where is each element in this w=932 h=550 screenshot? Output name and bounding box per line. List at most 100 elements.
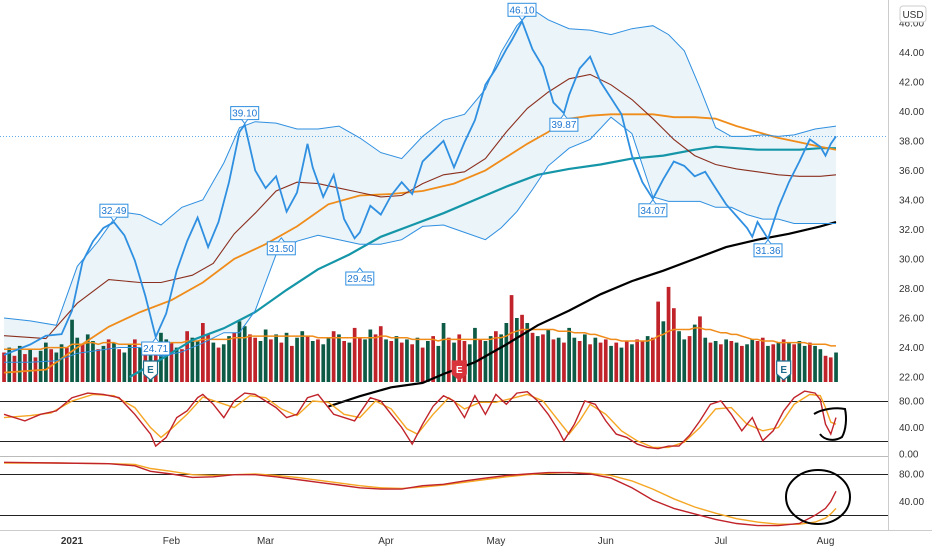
bollinger-lower-line	[4, 116, 836, 363]
price-callout: 24.71	[141, 337, 171, 356]
price-tick-label: 24.00	[899, 343, 924, 354]
oscillator-1-pane[interactable]	[0, 390, 888, 450]
volume-bar	[703, 337, 708, 382]
volume-bar	[117, 349, 121, 382]
volume-bar	[682, 339, 687, 382]
volume-bar	[415, 337, 420, 382]
volume-bar	[828, 357, 833, 382]
volume-bar	[405, 339, 409, 382]
price-callout: 34.07	[638, 199, 668, 218]
volume-bar	[562, 342, 566, 382]
volume-bar	[645, 336, 650, 382]
price-callout: 39.10	[230, 106, 260, 125]
price-callout: 32.49	[99, 203, 129, 223]
price-tick-label: 32.00	[899, 225, 924, 236]
volume-bar	[619, 347, 624, 382]
volume-bar	[692, 324, 697, 382]
volume-bar	[745, 344, 749, 382]
volume-bar	[708, 342, 713, 382]
volume-bar	[755, 341, 760, 382]
volume-bar	[253, 337, 257, 382]
volume-bar	[593, 337, 598, 382]
volume-bar	[541, 334, 545, 382]
volume-bar	[436, 345, 441, 382]
volume-bar	[535, 336, 540, 382]
volume-bar	[221, 344, 226, 382]
volume-bar	[420, 347, 425, 382]
time-tick-label: May	[486, 536, 505, 547]
volume-bar	[169, 342, 174, 382]
price-pane[interactable]: 32.49 24.71 39.10 31.50 29.45 46.10 39.87 34.07…	[0, 2, 888, 408]
oscillator-2-pane[interactable]	[0, 461, 888, 527]
earnings-marker[interactable]: E	[142, 360, 159, 381]
price-tick-label: 42.00	[899, 77, 924, 88]
volume-bar	[473, 327, 477, 382]
volume-bar	[556, 337, 561, 382]
volume-bar	[195, 341, 200, 382]
volume-bar	[211, 342, 216, 382]
volume-bar	[384, 339, 388, 382]
volume-bar	[446, 337, 451, 382]
volume-bar	[112, 342, 116, 382]
callout-label: 34.07	[640, 206, 665, 217]
price-tick-label: 30.00	[899, 254, 924, 265]
volume-bar	[640, 341, 645, 382]
price-line	[3, 19, 837, 356]
volume-bar	[190, 337, 195, 382]
volume-bar	[279, 342, 284, 382]
volume-bar	[525, 323, 530, 382]
sma-brown-line	[3, 73, 837, 340]
osc2-tick-label: 80.00	[899, 470, 924, 481]
volume-bar	[54, 352, 59, 382]
callout-label: 24.71	[143, 344, 168, 355]
volume-bar	[724, 339, 728, 382]
time-tick-label: Mar	[257, 536, 275, 547]
volume-bar	[206, 334, 210, 382]
volume-bar	[352, 327, 357, 382]
volume-bar	[347, 342, 352, 382]
volume-bar	[227, 336, 231, 382]
volume-bar	[300, 331, 305, 382]
volume-bar	[358, 337, 362, 382]
price-tick-label: 46.00	[899, 18, 924, 29]
volume-bar	[122, 352, 127, 382]
volume-bar	[635, 339, 639, 382]
price-tick-label: 44.00	[899, 48, 924, 59]
osc2-signal-line	[4, 462, 837, 525]
volume-bar	[661, 321, 666, 382]
volume-bar	[101, 345, 106, 382]
volume-bar	[729, 341, 734, 382]
annotation-hook-osc1	[813, 407, 847, 441]
volume-bar	[310, 341, 315, 382]
volume-bar	[410, 344, 414, 382]
earnings-marker[interactable]: E	[776, 360, 792, 381]
earnings-marker[interactable]: E	[451, 360, 467, 381]
volume-bar	[389, 341, 394, 382]
earnings-label: E	[147, 365, 154, 376]
callout-label: 32.49	[101, 206, 126, 217]
price-callout: 46.10	[507, 2, 537, 22]
currency-label: USD	[902, 10, 923, 21]
volume-bar	[85, 334, 90, 382]
volume-bar	[331, 331, 336, 382]
time-tick-label: Apr	[378, 536, 394, 547]
volume-bar	[258, 341, 263, 382]
time-tick-label: Jul	[715, 536, 728, 547]
volume-bar	[17, 345, 22, 382]
volume-bar	[802, 345, 807, 382]
volume-bar	[624, 341, 629, 382]
callout-label: 46.10	[509, 5, 534, 16]
volume-bar	[106, 339, 111, 382]
volume-bar	[792, 344, 796, 382]
volume-bar	[834, 352, 838, 382]
volume-bar	[295, 337, 299, 382]
volume-bar	[65, 347, 69, 382]
currency-badge[interactable]: USD	[899, 5, 927, 23]
volume-bar	[441, 323, 446, 382]
volume-bar	[2, 352, 6, 382]
volume-bar	[666, 286, 671, 382]
volume-bar	[378, 326, 383, 382]
volume-bar	[337, 334, 341, 382]
volume-bar	[290, 345, 294, 382]
volume-bar	[551, 339, 556, 382]
